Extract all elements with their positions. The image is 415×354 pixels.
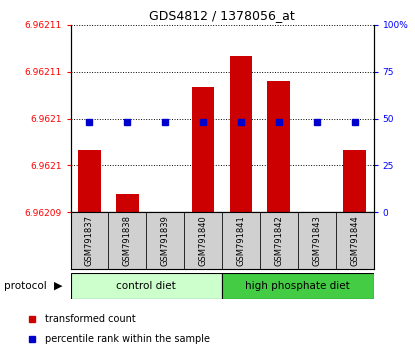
Bar: [116, 194, 139, 212]
FancyBboxPatch shape: [108, 212, 146, 269]
Text: protocol: protocol: [4, 281, 47, 291]
Bar: [78, 150, 101, 212]
Bar: [268, 81, 290, 212]
FancyBboxPatch shape: [146, 212, 184, 269]
FancyBboxPatch shape: [336, 212, 374, 269]
FancyBboxPatch shape: [71, 212, 108, 269]
FancyBboxPatch shape: [222, 273, 374, 299]
Text: GSM791842: GSM791842: [274, 215, 283, 266]
Bar: [343, 150, 366, 212]
Text: GSM791839: GSM791839: [161, 215, 170, 266]
Text: GSM791843: GSM791843: [312, 215, 321, 266]
FancyBboxPatch shape: [222, 212, 260, 269]
FancyBboxPatch shape: [298, 212, 336, 269]
Text: GSM791844: GSM791844: [350, 215, 359, 266]
FancyBboxPatch shape: [71, 273, 222, 299]
FancyBboxPatch shape: [184, 212, 222, 269]
Text: GSM791837: GSM791837: [85, 215, 94, 266]
Text: high phosphate diet: high phosphate diet: [245, 281, 350, 291]
Text: GSM791841: GSM791841: [237, 215, 245, 266]
Bar: [229, 56, 252, 212]
Text: GSM791838: GSM791838: [123, 215, 132, 266]
Title: GDS4812 / 1378056_at: GDS4812 / 1378056_at: [149, 9, 295, 22]
Text: control diet: control diet: [117, 281, 176, 291]
Text: ▶: ▶: [54, 281, 62, 291]
Bar: [192, 87, 215, 212]
FancyBboxPatch shape: [260, 212, 298, 269]
Text: percentile rank within the sample: percentile rank within the sample: [45, 334, 210, 344]
Text: transformed count: transformed count: [45, 314, 136, 324]
Text: GSM791840: GSM791840: [199, 215, 208, 266]
